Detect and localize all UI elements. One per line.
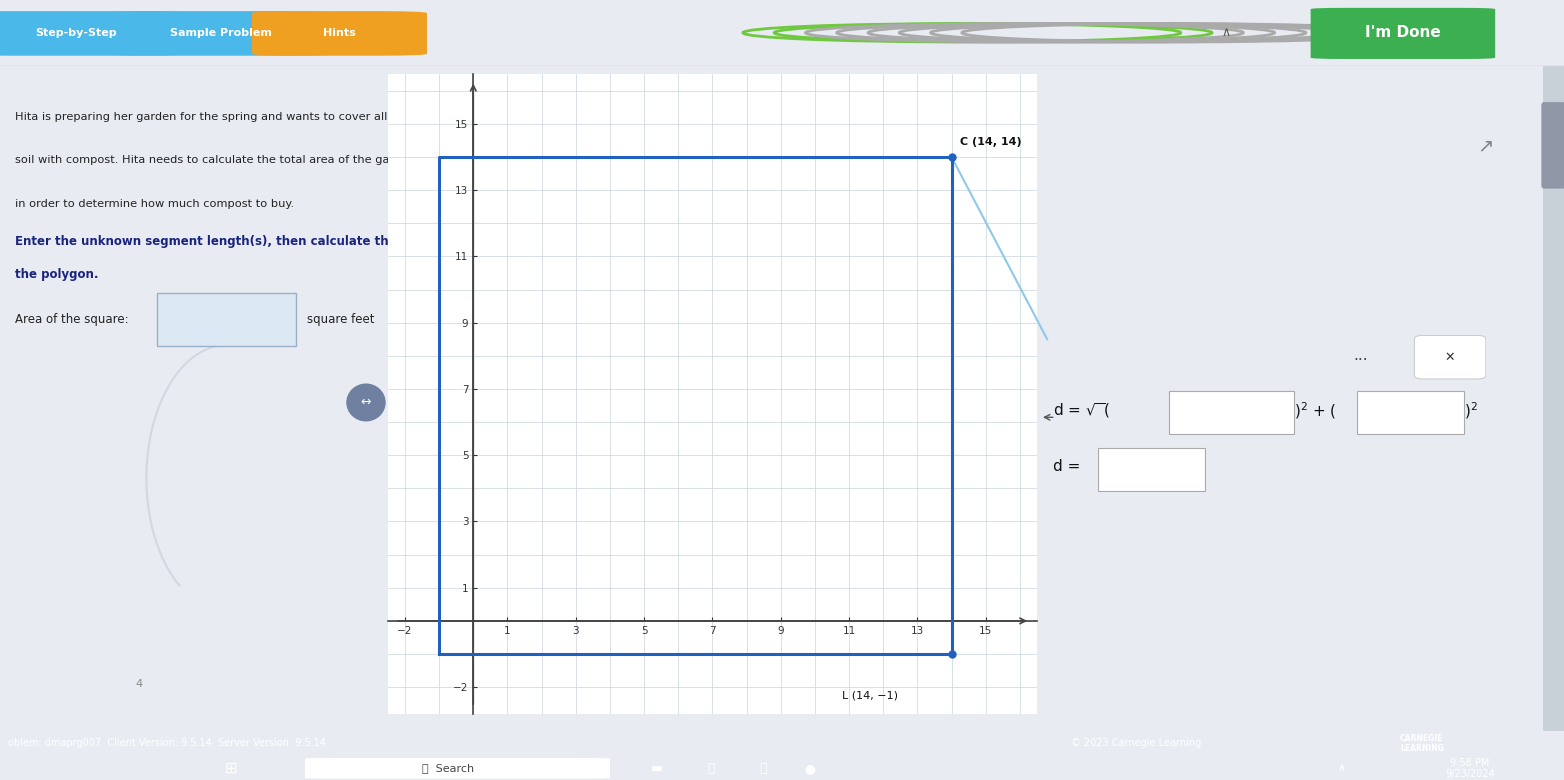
Text: Enter the unknown segment length(s), then calculate the area of: Enter the unknown segment length(s), the… (14, 236, 447, 248)
Text: square feet: square feet (308, 314, 375, 326)
Text: oblem: dmaprg007  Client Version: 9.5.14  Server Version: 9.5.14: oblem: dmaprg007 Client Version: 9.5.14 … (8, 739, 325, 748)
FancyBboxPatch shape (1356, 391, 1464, 434)
Text: in order to determine how much compost to buy.: in order to determine how much compost t… (14, 199, 294, 208)
FancyBboxPatch shape (252, 11, 427, 55)
Text: CARNEGIE
LEARNING: CARNEGIE LEARNING (1400, 734, 1444, 753)
Text: 4: 4 (136, 679, 142, 690)
Text: ↗: ↗ (1476, 136, 1494, 155)
Text: 🗀: 🗀 (708, 762, 715, 775)
Text: ∧: ∧ (1337, 764, 1347, 773)
Text: I'm Done: I'm Done (1365, 25, 1440, 41)
Text: $)^2$ + (: $)^2$ + ( (1293, 400, 1337, 421)
Circle shape (346, 384, 386, 421)
Text: Step-by-Step: Step-by-Step (34, 28, 117, 38)
Text: 9/23/2024: 9/23/2024 (1445, 769, 1495, 779)
Text: 🌐: 🌐 (760, 762, 766, 775)
Text: d = $\sqrt{\ }($: d = $\sqrt{\ }($ (1054, 402, 1110, 420)
Text: Area of the square:: Area of the square: (14, 314, 128, 326)
Text: the polygon.: the polygon. (14, 268, 99, 282)
FancyBboxPatch shape (1098, 448, 1204, 491)
Text: d =: d = (1054, 459, 1081, 473)
FancyBboxPatch shape (103, 11, 338, 55)
Text: ∧: ∧ (1221, 27, 1231, 39)
Text: $)^2$: $)^2$ (1464, 400, 1478, 421)
Text: ✕: ✕ (1445, 351, 1456, 363)
Text: Hita is preparing her garden for the spring and wants to cover all of her: Hita is preparing her garden for the spr… (14, 112, 424, 122)
FancyBboxPatch shape (1311, 8, 1495, 59)
Text: Sample Problem: Sample Problem (169, 28, 272, 38)
Text: ...: ... (1354, 348, 1368, 363)
Text: ▬: ▬ (651, 762, 663, 775)
FancyBboxPatch shape (1544, 66, 1564, 731)
Text: ⊞: ⊞ (225, 760, 238, 776)
FancyBboxPatch shape (0, 11, 189, 55)
Text: ●: ● (805, 762, 815, 775)
Text: Hints: Hints (324, 28, 355, 38)
Text: soil with compost. Hita needs to calculate the total area of the garden: soil with compost. Hita needs to calcula… (14, 155, 414, 165)
Text: 🔍  Search: 🔍 Search (422, 764, 474, 773)
Text: ↔: ↔ (361, 396, 371, 409)
Text: L (14, −1): L (14, −1) (841, 690, 898, 700)
Text: C (14, 14): C (14, 14) (960, 137, 1021, 147)
FancyBboxPatch shape (1542, 102, 1564, 189)
FancyBboxPatch shape (1170, 391, 1293, 434)
Text: 9:58 PM: 9:58 PM (1450, 758, 1490, 768)
FancyBboxPatch shape (1414, 335, 1486, 379)
FancyBboxPatch shape (305, 758, 610, 778)
FancyBboxPatch shape (158, 293, 297, 346)
Text: © 2023 Carnegie Learning: © 2023 Carnegie Learning (1071, 739, 1201, 748)
